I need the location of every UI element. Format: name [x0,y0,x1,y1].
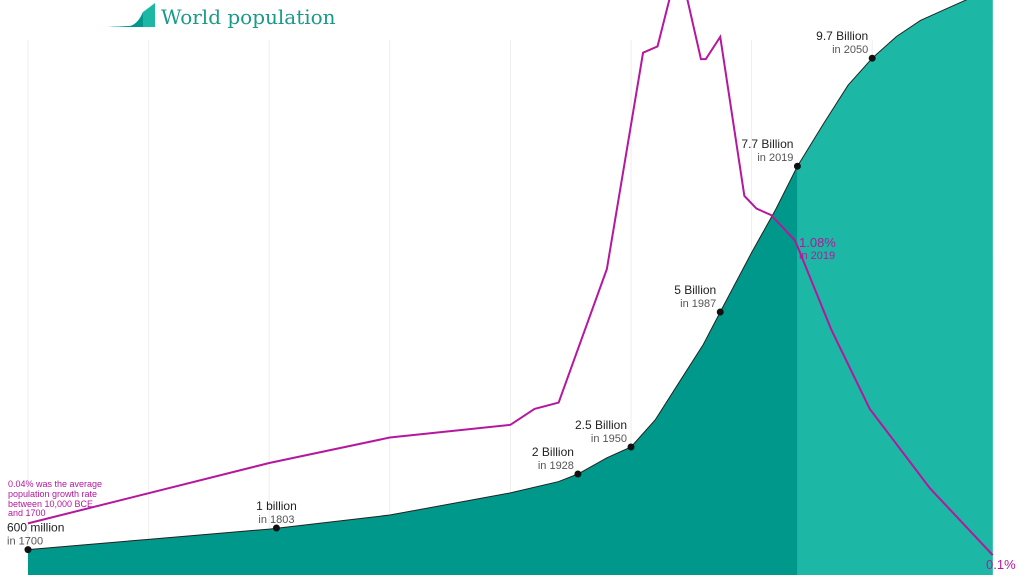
annotation-sub: in 2050 [832,44,868,56]
note-line: population growth rate [8,489,97,499]
annotation-sub: in 1950 [591,433,627,445]
annotation-label: 9.7 Billion [816,29,868,43]
note-line: 0.04% was the average [8,479,102,489]
annotation-sub: in 1928 [538,460,574,472]
projected-population-area [797,0,993,575]
data-point [24,546,32,554]
annotation-sub: in 2019 [757,152,793,164]
chart-title: World population [161,5,336,29]
annotation-sub: in 1803 [258,514,294,526]
data-point [272,524,280,532]
data-point [627,443,635,451]
annotation-sub: in 1987 [680,298,716,310]
growth-rate-line [27,0,994,556]
data-point [716,308,724,316]
note-line: between 10,000 BCE [8,499,93,509]
logo: World population [108,3,336,29]
annotation-label: 5 Billion [674,283,716,297]
annotation-label: 1 billion [256,499,297,513]
population-line [27,0,968,551]
logo-icon [108,3,155,27]
annotation-label: 7.7 Billion [741,137,793,151]
note-line: and 1700 [8,508,46,518]
annotation-sub: in 1700 [7,536,43,548]
data-point [793,162,801,170]
historical-population-area [28,166,798,575]
current-growth-sub: in 2019 [799,250,835,262]
current-growth-label: 1.08% [799,235,836,250]
annotation-label: 2.5 Billion [575,418,627,432]
data-point [574,470,582,478]
annotation-label: 600 million [7,521,64,535]
annotation-label: 2 Billion [532,445,574,459]
end-growth-label: 0.1% [986,557,1016,572]
data-point [868,54,876,62]
early-growth-note: 0.04% was the average population growth … [8,479,102,518]
